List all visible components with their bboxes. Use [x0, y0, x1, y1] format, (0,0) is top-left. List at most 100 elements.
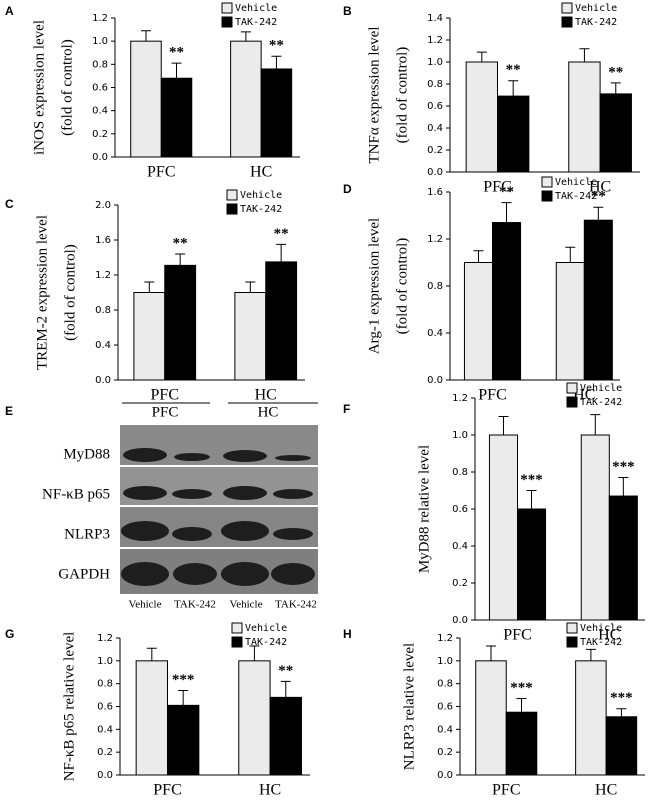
- bar: [135, 660, 168, 776]
- bar: [260, 68, 293, 158]
- legend-swatch: [561, 16, 573, 28]
- significance: ***: [520, 472, 543, 488]
- y-tick-label: 1.2: [437, 633, 453, 644]
- significance: ***: [510, 680, 533, 696]
- y-tick-label: 0.6: [452, 504, 468, 515]
- error-bar: [585, 648, 596, 661]
- legend-swatch: [221, 16, 233, 28]
- significance: **: [591, 189, 606, 205]
- lane-label: Vehicle: [129, 599, 162, 611]
- error-bar: [171, 62, 182, 79]
- y-tick-label: 0.4: [437, 724, 453, 735]
- y-tick-label: 1.2: [452, 393, 468, 404]
- bar: [492, 222, 522, 381]
- legend-label: TAK-242: [555, 191, 597, 202]
- panel-label: E: [5, 404, 13, 418]
- significance: ***: [172, 672, 195, 688]
- x-tick-label: PFC: [492, 782, 520, 799]
- y-tick-label: 0.4: [92, 106, 108, 117]
- error-bar: [144, 281, 155, 293]
- row-label: MyD88: [63, 446, 110, 462]
- legend-swatch: [566, 636, 578, 648]
- bar: [517, 508, 547, 621]
- significance: **: [269, 38, 284, 54]
- legend-label: TAK-242: [235, 17, 277, 28]
- legend-swatch: [541, 176, 553, 188]
- significance: **: [169, 45, 184, 61]
- x-tick-label: HC: [259, 782, 281, 799]
- error-bar: [249, 645, 260, 661]
- legend-label: Vehicle: [240, 190, 282, 201]
- y-tick-label: 0.6: [92, 83, 108, 94]
- panel-label: C: [5, 197, 14, 211]
- error-bar: [178, 690, 189, 706]
- row-label: NLRP3: [64, 526, 110, 542]
- error-bar: [610, 82, 621, 94]
- y-axis-label: Arg-1 expression level: [366, 218, 382, 354]
- x-tick-label: PFC: [147, 164, 175, 181]
- lane-label: TAK-242: [174, 599, 216, 611]
- panel-label: H: [343, 627, 352, 641]
- bar: [497, 95, 530, 173]
- chart-panel: B 0.0 0.2 0.4 0.6 0.8 1.0 1.2 1.4 TNFα expression…: [343, 2, 640, 196]
- error-bar: [485, 645, 496, 661]
- y-tick-label: 0.0: [427, 167, 443, 178]
- y-tick-label: 0.0: [427, 375, 443, 386]
- bar: [580, 434, 610, 621]
- legend-label: Vehicle: [575, 3, 617, 14]
- row-label: NF-κB p65: [42, 486, 110, 502]
- legend-label: TAK-242: [575, 17, 617, 28]
- error-bar: [516, 698, 527, 713]
- y-tick-label: 0.6: [97, 702, 113, 713]
- legend-swatch: [561, 2, 573, 14]
- y-axis-label: (fold of control): [394, 238, 410, 335]
- y-axis-label: TREM-2 expression level: [34, 215, 50, 370]
- significance: **: [499, 184, 514, 200]
- error-bar: [140, 30, 151, 42]
- row-label: GAPDH: [58, 566, 110, 582]
- bar: [583, 219, 613, 381]
- legend-label: Vehicle: [580, 383, 622, 394]
- x-tick-label: PFC: [478, 387, 506, 404]
- y-tick-label: 0.0: [437, 770, 453, 781]
- bands: [121, 448, 315, 586]
- y-tick-label: 0.8: [427, 79, 443, 90]
- legend-label: TAK-242: [580, 397, 622, 408]
- error-bar: [579, 48, 590, 62]
- legend-label: TAK-242: [245, 637, 287, 648]
- bar: [505, 711, 538, 776]
- x-tick-label: PFC: [503, 627, 531, 644]
- x-tick-label: PFC: [151, 387, 179, 404]
- chart-panel: C 0.0 0.4 0.8 1.2 1.6 2.0 TREM-2 expression lev…: [5, 189, 305, 404]
- error-bar: [271, 55, 282, 69]
- bar: [568, 61, 601, 173]
- bar: [465, 61, 498, 173]
- y-tick-label: 0.8: [97, 679, 113, 690]
- panel-label: F: [343, 402, 350, 416]
- chart-panel: A 0.0 0.2 0.4 0.6 0.8 1.0 1.2 iNOS expression le…: [5, 2, 300, 181]
- y-tick-label: 0.4: [97, 724, 113, 735]
- bar: [167, 704, 200, 776]
- lane-label: TAK-242: [275, 599, 317, 611]
- significance: **: [506, 62, 521, 78]
- error-bar: [616, 708, 627, 717]
- panel-label: D: [343, 182, 352, 196]
- significance: **: [278, 663, 293, 679]
- error-bar: [175, 253, 186, 266]
- y-tick-label: 0.8: [452, 467, 468, 478]
- legend-swatch: [226, 203, 238, 215]
- bar: [608, 495, 638, 621]
- y-tick-label: 1.6: [95, 235, 111, 246]
- y-tick-label: 0.8: [427, 281, 443, 292]
- y-tick-label: 0.8: [437, 679, 453, 690]
- significance: ***: [612, 459, 635, 475]
- bar: [475, 660, 507, 776]
- y-axis-label: NLRP3 relative level: [401, 643, 417, 770]
- y-tick-label: 0.8: [95, 305, 111, 316]
- y-tick-label: 0.4: [452, 541, 468, 552]
- significance: **: [608, 64, 623, 80]
- significance: **: [173, 235, 188, 251]
- y-axis-label: (fold of control): [62, 244, 78, 341]
- chart-panel: G 0.0 0.2 0.4 0.6 0.8 1.0 1.2 NF-κB p65 relative…: [5, 622, 310, 799]
- y-tick-label: 1.2: [427, 35, 443, 46]
